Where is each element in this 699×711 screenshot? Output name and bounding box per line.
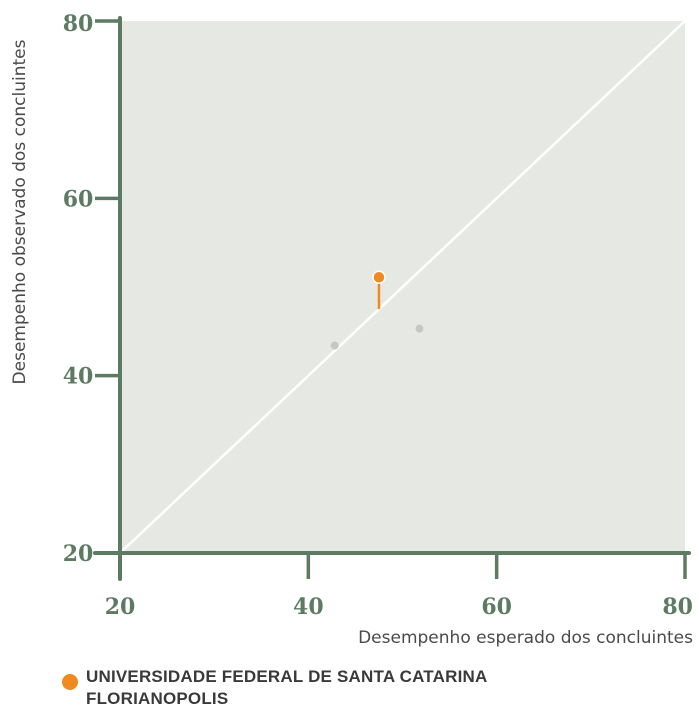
other-point-2 (415, 324, 424, 333)
x-tick-label-80: 80 (662, 594, 693, 620)
highlight-point (372, 270, 386, 284)
x-tick-label-40: 40 (293, 594, 324, 620)
legend-label-line2: FLORIANOPOLIS (86, 689, 229, 708)
y-tick-label-40: 40 (63, 364, 94, 390)
x-axis-title: Desempenho esperado dos concluintes (358, 628, 693, 648)
legend-marker-icon (62, 674, 78, 690)
scatter-chart: 20 40 60 80 20 40 60 80 Desempenho esperado dos… (10, 11, 693, 648)
x-tick-label-20: 20 (105, 594, 136, 620)
y-tick-label-80: 80 (63, 11, 94, 37)
reference-diagonal-line (119, 20, 686, 554)
other-point-1 (330, 341, 339, 350)
y-tick-label-20: 20 (63, 541, 94, 567)
x-tick-label-60: 60 (481, 594, 512, 620)
legend-label-line1: UNIVERSIDADE FEDERAL DE SANTA CATARINA (86, 667, 488, 686)
axis-ticks: 20 40 60 80 20 40 60 80 (63, 11, 693, 620)
y-axis-title: Desempenho observado dos concluintes (10, 39, 30, 384)
legend-label: UNIVERSIDADE FEDERAL DE SANTA CATARINA F… (86, 666, 487, 710)
other-points (330, 324, 424, 350)
y-tick-label-60: 60 (63, 186, 94, 212)
